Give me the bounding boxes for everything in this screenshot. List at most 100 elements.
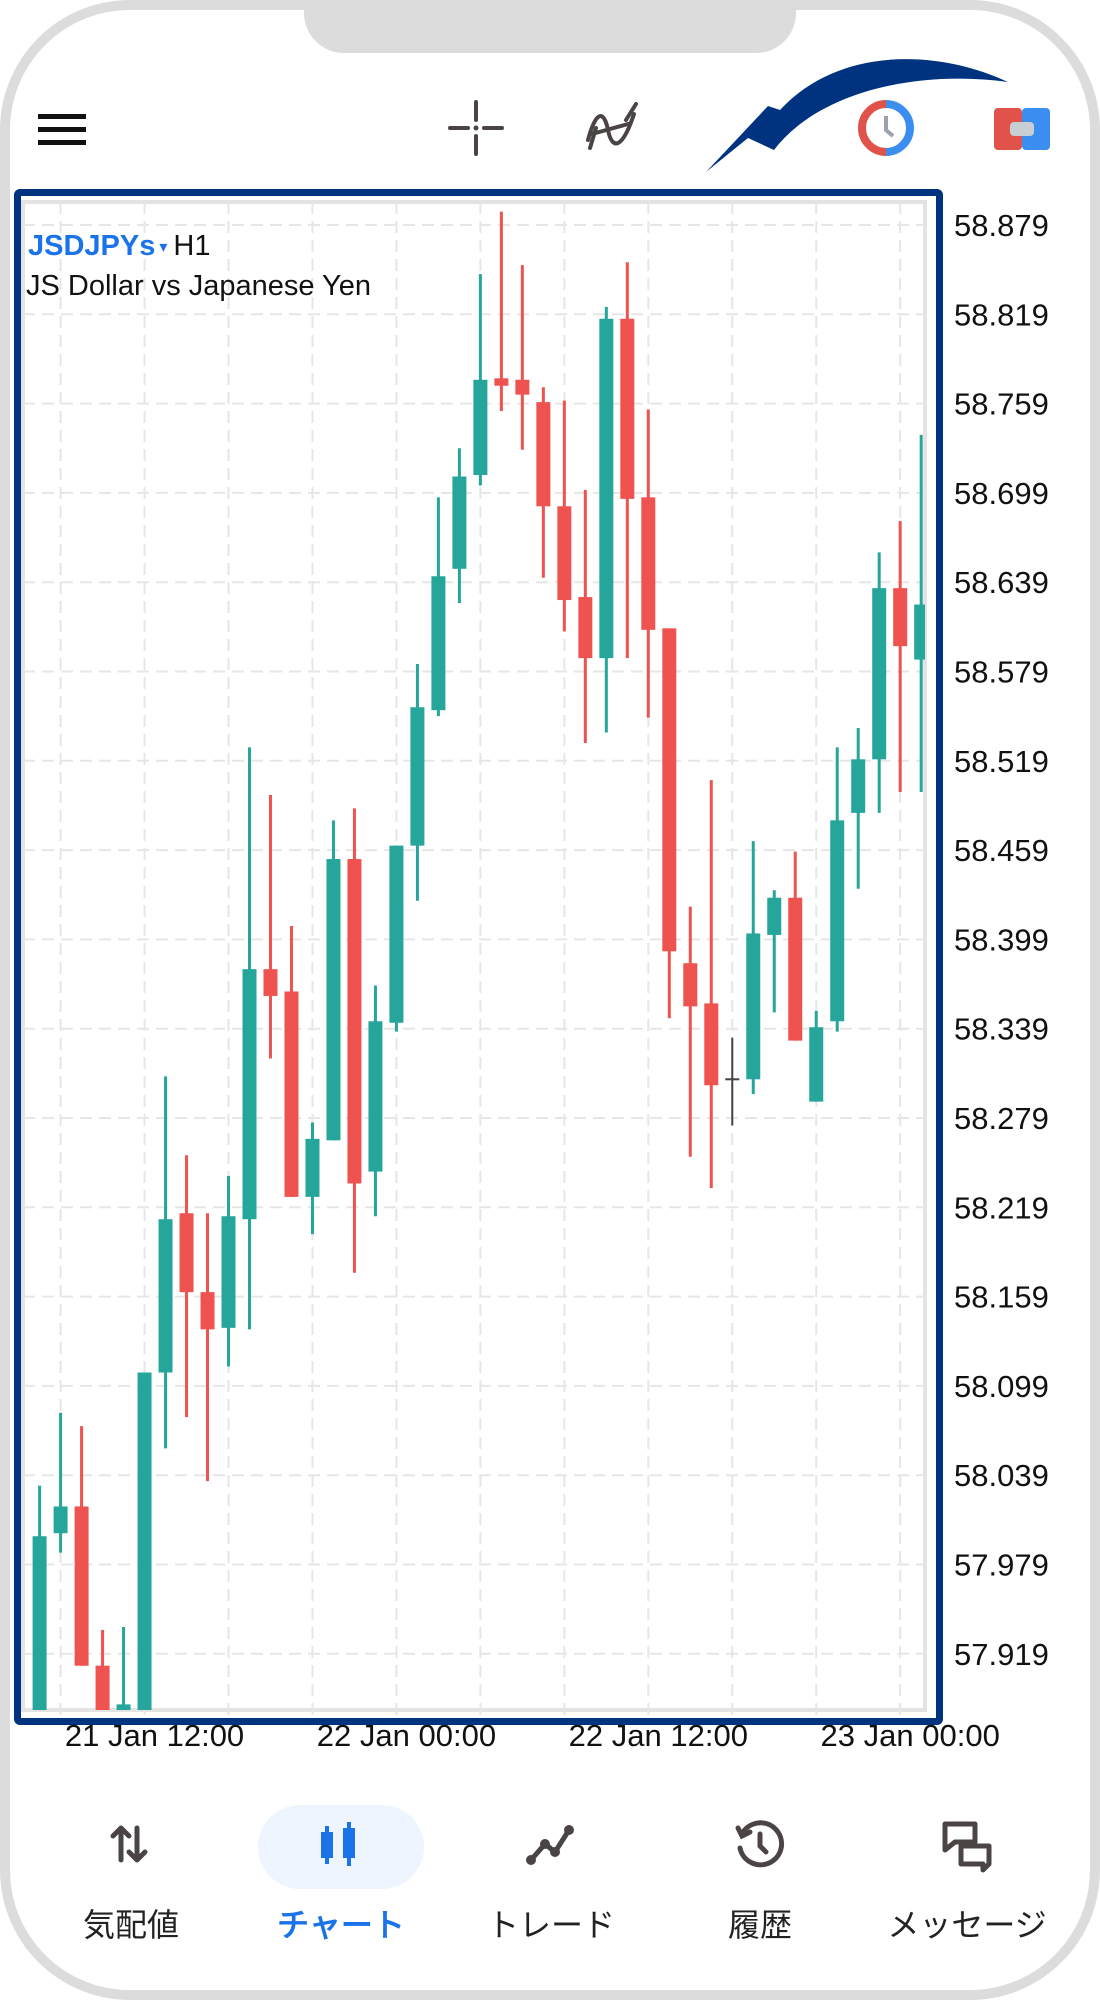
indicators-icon[interactable] xyxy=(582,100,642,160)
price-tick-label: 58.519 xyxy=(954,744,1049,779)
candle xyxy=(662,628,677,1019)
candle xyxy=(347,808,362,1273)
candle-body xyxy=(32,1536,47,1710)
candle-body xyxy=(872,588,887,760)
candle xyxy=(746,841,761,1095)
highlight-arrow-icon xyxy=(706,59,1008,172)
candles xyxy=(32,211,925,1710)
candle-body xyxy=(389,845,404,1023)
nav-tab-2[interactable]: トレード xyxy=(451,1790,651,1970)
symbol-name[interactable]: JSDJPYs xyxy=(28,230,156,262)
candle-body xyxy=(74,1506,89,1666)
candle-body xyxy=(809,1027,824,1102)
nav-tab-4[interactable]: メッセージ xyxy=(867,1790,1067,1970)
price-tick-label: 58.399 xyxy=(954,922,1049,957)
candle-body xyxy=(683,963,698,1007)
candle-body xyxy=(452,476,467,569)
candle xyxy=(557,400,572,632)
candle xyxy=(368,985,383,1217)
time-axis-label: 21 Jan 12:00 xyxy=(65,1718,244,1753)
price-tick-label: 58.699 xyxy=(954,476,1049,511)
chart-candles-icon xyxy=(321,1822,355,1866)
candle xyxy=(893,521,908,793)
price-tick-label: 58.459 xyxy=(954,833,1049,868)
candle-body xyxy=(536,402,551,507)
menu-icon[interactable] xyxy=(36,112,90,148)
one-click-trading-icon[interactable] xyxy=(994,108,1050,150)
candle-body xyxy=(893,588,908,647)
candle xyxy=(116,1627,131,1710)
price-tick-label: 58.099 xyxy=(954,1369,1049,1404)
candle xyxy=(326,820,341,1141)
candle xyxy=(914,434,925,793)
candle xyxy=(284,926,299,1197)
candle-body xyxy=(284,991,299,1197)
candle xyxy=(221,1176,236,1367)
candle-body xyxy=(620,318,635,499)
candle xyxy=(53,1412,68,1553)
price-tick-label: 57.919 xyxy=(954,1637,1049,1672)
nav-tab-label: メッセージ xyxy=(887,1907,1047,1943)
candle xyxy=(158,1076,173,1449)
candlestick-chart[interactable]: 58.879 58.819 58.759 58.699 58.639 58.579 58.5… xyxy=(0,0,1100,1790)
candle-body xyxy=(578,597,593,659)
candle xyxy=(809,1010,824,1102)
time-axis-label: 22 Jan 12:00 xyxy=(569,1718,748,1753)
candle xyxy=(95,1629,110,1710)
price-tick-label: 58.339 xyxy=(954,1012,1049,1047)
candle-body xyxy=(557,506,572,601)
time-axis-label: 23 Jan 00:00 xyxy=(821,1718,1000,1753)
candle xyxy=(641,409,656,718)
price-tick-label: 58.219 xyxy=(954,1190,1049,1225)
nav-tab-label: 気配値 xyxy=(82,1907,179,1943)
timeframe-label[interactable]: H1 xyxy=(173,230,211,262)
candle-body xyxy=(347,859,362,1184)
candle xyxy=(851,728,866,889)
candle-body xyxy=(704,1003,719,1086)
candle-body xyxy=(158,1219,173,1373)
candle-body xyxy=(830,820,845,1022)
candle xyxy=(452,448,467,604)
price-tick-label: 58.759 xyxy=(954,387,1049,422)
candle-body xyxy=(179,1213,194,1293)
nav-tab-0[interactable]: 気配値 xyxy=(31,1790,231,1970)
trade-line-icon xyxy=(526,1825,574,1865)
candle xyxy=(830,747,845,1032)
candle-body xyxy=(221,1216,236,1328)
nav-tab-3[interactable]: 履歴 xyxy=(660,1790,860,1970)
candle xyxy=(578,489,593,743)
candle xyxy=(74,1426,89,1666)
candle-body xyxy=(410,707,425,846)
candle xyxy=(683,906,698,1157)
clock-icon[interactable] xyxy=(858,100,914,156)
active-tab-pill xyxy=(258,1805,424,1889)
quotes-arrows-icon xyxy=(110,1825,148,1863)
price-tick-label: 58.639 xyxy=(954,565,1049,600)
crosshair-icon[interactable] xyxy=(448,100,504,156)
candle-body xyxy=(53,1506,68,1534)
candle xyxy=(137,1372,152,1710)
history-clock-icon xyxy=(735,1820,785,1868)
candle-body xyxy=(200,1292,215,1330)
candle-body xyxy=(851,759,866,813)
candle xyxy=(599,306,614,733)
candle-body xyxy=(305,1138,320,1197)
candle-body xyxy=(368,1021,383,1172)
candle-body xyxy=(746,933,761,1080)
candle xyxy=(473,274,488,486)
symbol-dropdown-icon[interactable]: ▾ xyxy=(159,239,168,257)
candle-body xyxy=(137,1372,152,1710)
candle-body xyxy=(767,897,782,935)
candle xyxy=(410,664,425,901)
candle xyxy=(263,795,278,1059)
price-tick-label: 58.879 xyxy=(954,208,1049,243)
nav-tab-label: 履歴 xyxy=(727,1907,792,1943)
symbol-selector[interactable]: JSDJPYs ▾ H1 xyxy=(28,230,210,263)
nav-tab-1[interactable]: チャート xyxy=(241,1790,441,1970)
candle-body xyxy=(473,379,488,476)
price-tick-label: 58.279 xyxy=(954,1101,1049,1136)
candle xyxy=(515,265,530,450)
candle xyxy=(431,497,446,717)
candle xyxy=(536,387,551,578)
time-axis-label: 22 Jan 00:00 xyxy=(317,1718,496,1753)
